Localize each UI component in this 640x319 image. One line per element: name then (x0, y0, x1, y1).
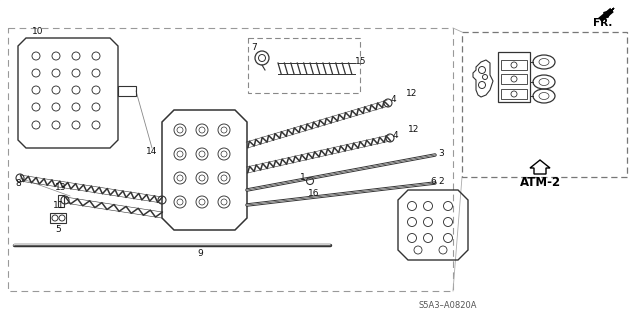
Text: 2: 2 (438, 176, 444, 186)
Text: 8: 8 (15, 179, 20, 188)
Bar (8, 28, 453, 291)
Text: 11: 11 (53, 201, 65, 210)
Bar (58, 195, 64, 207)
Text: 4: 4 (393, 131, 399, 140)
Bar (501, 60, 527, 70)
Bar (501, 74, 527, 84)
Text: 4: 4 (391, 95, 397, 105)
Bar (248, 38, 360, 93)
Text: 13: 13 (55, 183, 67, 192)
Text: 16: 16 (308, 189, 320, 197)
Text: 14: 14 (147, 147, 157, 157)
Text: 7: 7 (251, 42, 257, 51)
Text: 9: 9 (197, 249, 203, 257)
Text: 12: 12 (408, 125, 419, 135)
Text: ATM-2: ATM-2 (520, 176, 561, 189)
Bar (50, 213, 66, 223)
Text: 12: 12 (406, 90, 417, 99)
Text: 10: 10 (32, 27, 44, 36)
Text: 3: 3 (438, 149, 444, 158)
Text: FR.: FR. (593, 18, 612, 28)
Text: 5: 5 (55, 226, 61, 234)
Bar (501, 89, 527, 99)
Text: 6: 6 (430, 176, 436, 186)
Polygon shape (610, 8, 614, 12)
Text: S5A3–A0820A: S5A3–A0820A (419, 301, 477, 310)
Bar (118, 86, 136, 96)
Text: 1: 1 (300, 174, 306, 182)
Bar (462, 32, 627, 177)
Text: 15: 15 (355, 57, 367, 66)
Bar (498, 52, 530, 102)
